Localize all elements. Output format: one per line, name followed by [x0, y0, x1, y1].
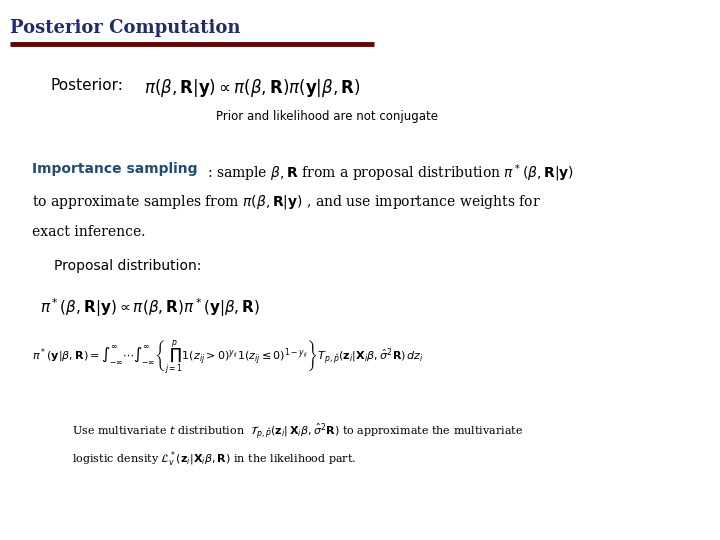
- Text: exact inference.: exact inference.: [32, 225, 146, 239]
- Text: Posterior Computation: Posterior Computation: [10, 19, 240, 37]
- Text: : sample $\beta, \mathbf{R}$ from a proposal distribution $\pi^*(\beta, \mathbf{: : sample $\beta, \mathbf{R}$ from a prop…: [207, 162, 575, 184]
- Text: $\pi(\beta, \mathbf{R}|\mathbf{y}) \propto \pi(\beta, \mathbf{R})\pi(\mathbf{y}|: $\pi(\beta, \mathbf{R}|\mathbf{y}) \prop…: [144, 77, 361, 99]
- Text: Use multivariate $t$ distribution  $\mathcal{T}_{p,\hat{p}}(\mathbf{z}_i|\, \mat: Use multivariate $t$ distribution $\math…: [72, 421, 523, 442]
- Text: $\pi^*(\beta, \mathbf{R}|\mathbf{y}) \propto \pi(\beta, \mathbf{R})\pi^*(\mathbf: $\pi^*(\beta, \mathbf{R}|\mathbf{y}) \pr…: [40, 296, 260, 319]
- Text: Prior and likelihood are not conjugate: Prior and likelihood are not conjugate: [216, 110, 438, 123]
- Text: logistic density $\mathcal{L}^*_v(\mathbf{z}_i|\mathbf{X}_i\beta, \mathbf{R})$ i: logistic density $\mathcal{L}^*_v(\mathb…: [72, 449, 356, 469]
- Text: to approximate samples from $\pi(\beta, \mathbf{R}|\mathbf{y})$ , and use import: to approximate samples from $\pi(\beta, …: [32, 193, 541, 211]
- Text: Proposal distribution:: Proposal distribution:: [54, 259, 202, 273]
- Text: $\pi^*(\mathbf{y}|\beta, \mathbf{R})= \int_{-\infty}^{\infty} \cdots \int_{-\inf: $\pi^*(\mathbf{y}|\beta, \mathbf{R})= \i…: [32, 339, 424, 377]
- Text: Importance sampling: Importance sampling: [32, 162, 198, 176]
- Text: Posterior:: Posterior:: [50, 78, 123, 93]
